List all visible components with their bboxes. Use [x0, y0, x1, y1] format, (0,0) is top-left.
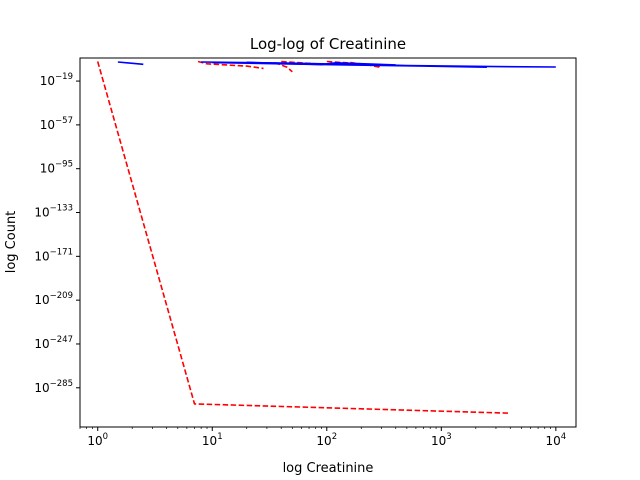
chart-title: Log-log of Creatinine — [250, 35, 406, 53]
y-tick-label: 10−19 — [40, 72, 73, 88]
x-tick-label: 103 — [431, 432, 452, 448]
y-axis-label: log Count — [4, 211, 19, 274]
series-layer — [96, 60, 556, 414]
y-tick-label: 10−57 — [40, 116, 73, 132]
y-tick-label: 10−209 — [34, 291, 73, 307]
y-tick-label: 10−133 — [34, 204, 73, 220]
y-tick-label: 10−95 — [40, 160, 73, 176]
y-tick-label: 10−247 — [34, 335, 73, 351]
series-1-line-1 — [96, 61, 511, 414]
y-tick-label: 10−285 — [34, 379, 73, 395]
y-axis-ticks: 10−19 10−57 10−95 10−133 10−171 10−209 10−247 1… — [34, 72, 80, 395]
x-axis-ticks: 100 101 102 103 104 — [79, 427, 566, 448]
plot-area-frame — [79, 57, 577, 428]
series-2-line-1 — [117, 61, 144, 66]
x-tick-label: 100 — [87, 432, 108, 448]
x-tick-label: 101 — [202, 432, 223, 448]
y-tick-label: 10−171 — [34, 247, 73, 263]
series-2-line-4 — [246, 61, 396, 66]
x-axis-label: log Creatinine — [283, 461, 374, 476]
x-tick-label: 102 — [316, 432, 337, 448]
x-tick-label: 104 — [545, 432, 566, 448]
